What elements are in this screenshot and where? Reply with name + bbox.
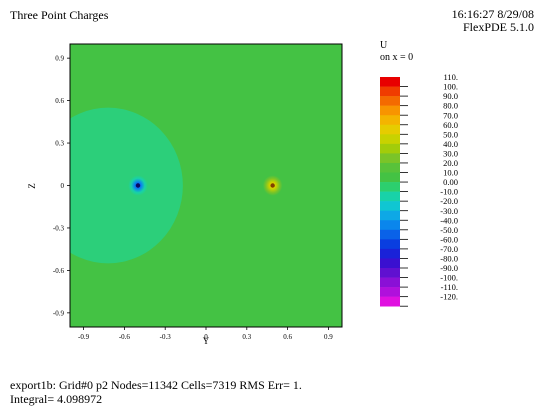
footer-grid-info: export1b: Grid#0 p2 Nodes=11342 Cells=73… bbox=[10, 378, 302, 392]
plot-title: Three Point Charges bbox=[10, 8, 109, 22]
colorbar-level-label: 0.00 bbox=[443, 177, 458, 187]
x-tick-label: -0.3 bbox=[160, 333, 172, 341]
colorbar-swatch bbox=[380, 277, 400, 288]
y-tick-label: -0.9 bbox=[53, 309, 65, 317]
legend-variable: U bbox=[380, 40, 388, 51]
colorbar-level-label: -100. bbox=[440, 273, 458, 283]
y-tick-label: 0.3 bbox=[55, 140, 64, 148]
colorbar-level-label: -110. bbox=[441, 282, 458, 292]
legend-title: U on x = 0 bbox=[380, 40, 413, 64]
colorbar-level-label: 20.0 bbox=[443, 158, 458, 168]
colorbar-swatch bbox=[380, 86, 400, 97]
colorbar-swatch bbox=[380, 77, 400, 87]
colorbar-swatch bbox=[380, 191, 400, 202]
y-tick-label: -0.6 bbox=[53, 267, 65, 275]
colorbar-level-label: 90.0 bbox=[443, 91, 458, 101]
colorbar-level-label: 60.0 bbox=[443, 120, 458, 130]
colorbar-swatch bbox=[380, 210, 400, 221]
timestamp-block: 16:16:27 8/29/08 FlexPDE 5.1.0 bbox=[452, 8, 534, 34]
software-version: FlexPDE 5.1.0 bbox=[462, 20, 534, 34]
y-tick-label: 0.9 bbox=[55, 55, 64, 63]
zero-level-region bbox=[70, 107, 183, 264]
positive-charge-point bbox=[270, 183, 275, 188]
colorbar-level-label: -30.0 bbox=[440, 206, 458, 216]
colorbar-swatch bbox=[380, 182, 400, 192]
colorbar-level-label: 110. bbox=[443, 72, 458, 82]
colorbar-level-label: -60.0 bbox=[440, 234, 458, 244]
colorbar-level-label: 50.0 bbox=[443, 129, 458, 139]
colorbar-level-label: 100. bbox=[443, 82, 458, 92]
colorbar-swatch bbox=[380, 268, 400, 278]
colorbar-swatch bbox=[380, 162, 400, 173]
negative-charge-point bbox=[135, 183, 141, 188]
colorbar-level-label: -90.0 bbox=[440, 263, 458, 273]
colorbar-swatch bbox=[380, 287, 400, 297]
colorbar-swatch bbox=[380, 124, 400, 135]
colorbar-level-label: 80.0 bbox=[443, 101, 458, 111]
x-axis-ticks: -0.9 -0.6 -0.3 0 0.3 0.6 0.9 bbox=[78, 327, 333, 341]
colorbar-level-label: -50.0 bbox=[440, 225, 458, 235]
x-tick-label: 0.9 bbox=[324, 333, 333, 341]
footer-info: export1b: Grid#0 p2 Nodes=11342 Cells=73… bbox=[10, 378, 302, 406]
colorbar-swatch bbox=[380, 115, 400, 126]
colorbar-swatch bbox=[380, 134, 400, 145]
colorbar-swatch bbox=[380, 201, 400, 211]
y-tick-label: 0.6 bbox=[55, 97, 64, 105]
x-tick-label: -0.9 bbox=[78, 333, 90, 341]
x-tick-label: 0.3 bbox=[242, 333, 251, 341]
colorbar-swatch bbox=[380, 248, 400, 259]
colorbar-level-label: 70.0 bbox=[443, 110, 458, 120]
timestamp: 16:16:27 8/29/08 bbox=[451, 7, 534, 21]
colorbar-swatch bbox=[380, 258, 400, 269]
colorbar-level-label: -10.0 bbox=[440, 187, 458, 197]
y-tick-label: 0 bbox=[61, 182, 65, 190]
colorbar-swatch bbox=[380, 96, 400, 106]
colorbar-swatch bbox=[380, 172, 400, 183]
colorbar-level-label: -70.0 bbox=[440, 244, 458, 254]
legend-subtitle: on x = 0 bbox=[380, 52, 414, 63]
colorbar-swatch bbox=[380, 153, 400, 164]
colorbar-level-label: 10.0 bbox=[443, 168, 458, 178]
footer-integral: Integral= 4.098972 bbox=[10, 392, 103, 406]
colorbar-swatch bbox=[380, 229, 400, 240]
colorbar-swatch bbox=[380, 143, 400, 154]
colorbar-level-label: 40.0 bbox=[443, 139, 458, 149]
colorbar-level-label: -80.0 bbox=[440, 254, 458, 264]
colorbar-level-label: -120. bbox=[440, 292, 458, 302]
x-tick-label: -0.6 bbox=[119, 333, 131, 341]
colorbar-swatch bbox=[380, 220, 400, 231]
y-axis-ticks: 0.9 0.6 0.3 0 -0.3 -0.6 -0.9 bbox=[53, 55, 70, 317]
x-tick-label: 0 bbox=[204, 333, 208, 341]
x-axis-label: Y bbox=[203, 336, 210, 346]
colorbar-level-label: 30.0 bbox=[443, 148, 458, 158]
colorbar: 110.100.90.080.070.060.050.040.030.020.0… bbox=[380, 72, 458, 307]
colorbar-swatch bbox=[380, 239, 400, 250]
x-tick-label: 0.6 bbox=[283, 333, 292, 341]
colorbar-swatch bbox=[380, 105, 400, 116]
colorbar-swatch bbox=[380, 296, 400, 307]
colorbar-level-label: -40.0 bbox=[440, 215, 458, 225]
y-axis-label: Z bbox=[27, 183, 37, 189]
y-tick-label: -0.3 bbox=[53, 224, 65, 232]
contour-regions bbox=[70, 107, 283, 264]
colorbar-level-label: -20.0 bbox=[440, 196, 458, 206]
